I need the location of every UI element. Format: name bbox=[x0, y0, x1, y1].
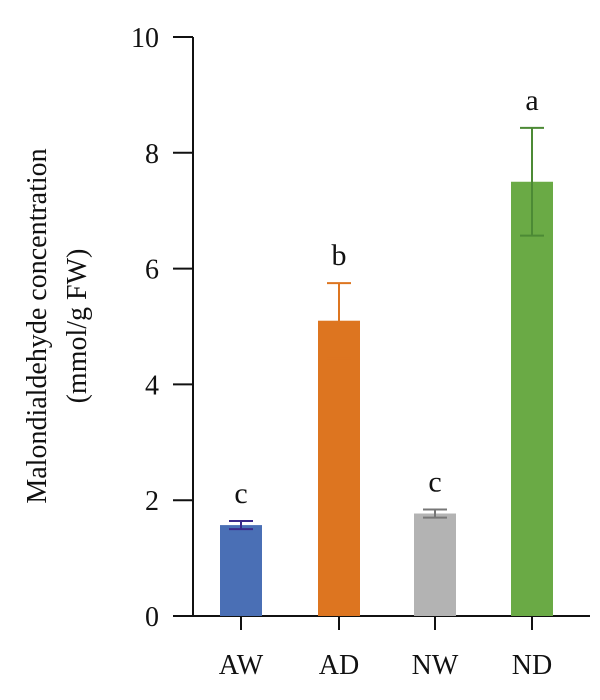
error-bar-aw bbox=[229, 520, 253, 531]
y-axis-title: Malondialdehyde concentration (mmol/g FW) bbox=[22, 148, 93, 503]
bar-nw bbox=[414, 513, 456, 616]
x-tick-label-nw: NW bbox=[412, 650, 459, 681]
significance-label-nd: a bbox=[525, 84, 538, 117]
y-tick-label: 2 bbox=[145, 486, 159, 517]
bar-ad bbox=[318, 320, 360, 616]
y-tick-label: 8 bbox=[145, 139, 159, 170]
x-axis: AW AD NW ND bbox=[193, 615, 590, 681]
y-tick-label: 6 bbox=[145, 255, 159, 286]
y-tick-label: 0 bbox=[145, 602, 159, 633]
error-bar-nw bbox=[423, 508, 447, 519]
x-tick-label-nd: ND bbox=[512, 650, 552, 681]
bar-aw bbox=[220, 525, 262, 616]
error-bar-ad bbox=[327, 282, 351, 360]
y-axis-title-line-1: Malondialdehyde concentration bbox=[22, 148, 53, 503]
bar-nd bbox=[511, 181, 553, 616]
error-bar-nd bbox=[520, 126, 544, 237]
x-tick-label-aw: AW bbox=[219, 650, 264, 681]
y-axis-title-line-2: (mmol/g FW) bbox=[62, 249, 93, 404]
y-tick-label: 10 bbox=[131, 23, 159, 54]
significance-label-nw: c bbox=[428, 465, 441, 498]
y-tick-label: 4 bbox=[145, 370, 159, 401]
x-tick-label-ad: AD bbox=[319, 650, 359, 681]
y-axis: 0 2 4 6 8 10 bbox=[131, 23, 194, 633]
significance-label-aw: c bbox=[234, 477, 247, 510]
bars: c b c a bbox=[220, 84, 553, 616]
significance-label-ad: b bbox=[332, 239, 347, 272]
